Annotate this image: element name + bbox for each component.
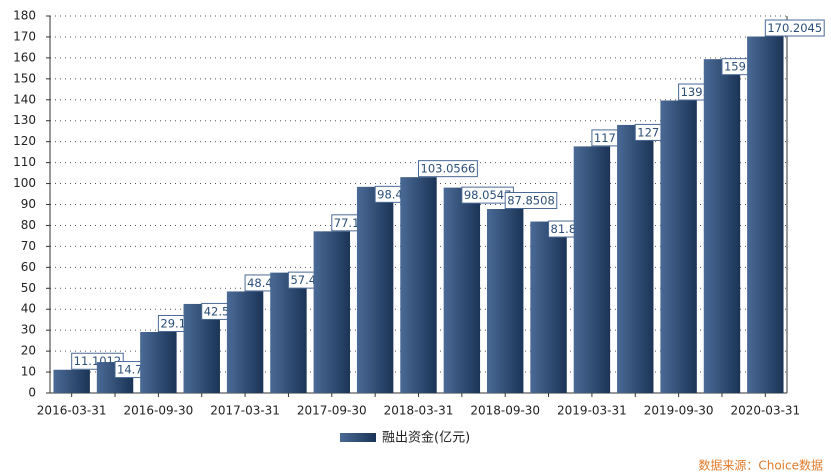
value-label: 98.0547 <box>464 188 512 202</box>
x-tick-label: 2020-03-31 <box>730 404 800 418</box>
bar <box>226 291 264 393</box>
value-label-box <box>764 19 825 37</box>
bar <box>530 221 567 393</box>
y-tick-label: 0 <box>28 386 36 400</box>
y-tick-label: 150 <box>13 71 36 85</box>
value-label: 103.0566 <box>421 162 476 176</box>
bar <box>660 100 697 394</box>
y-tick-label: 10 <box>21 365 36 379</box>
y-tick-label: 110 <box>13 155 36 169</box>
y-tick-label: 170 <box>13 29 36 43</box>
y-tick-label: 160 <box>13 50 36 64</box>
x-tick-label: 2017-09-30 <box>297 404 367 418</box>
x-tick-label: 2018-09-30 <box>470 404 540 418</box>
x-tick-label: 2016-09-30 <box>124 404 194 418</box>
y-tick-label: 80 <box>21 218 36 232</box>
source-note: 数据来源：Choice数据 <box>698 458 823 473</box>
bar <box>356 186 394 393</box>
bar <box>140 331 177 393</box>
y-tick-label: 140 <box>13 92 36 106</box>
y-tick-label: 130 <box>13 113 36 127</box>
y-tick-label: 30 <box>21 323 36 337</box>
x-tick-label: 2018-03-31 <box>384 404 454 418</box>
bar <box>400 177 437 393</box>
bar <box>617 124 654 394</box>
bar <box>703 59 741 394</box>
y-tick-label: 180 <box>13 9 36 23</box>
legend-swatch <box>340 433 376 442</box>
bar <box>573 146 611 393</box>
x-tick-label: 2019-09-30 <box>644 404 714 418</box>
y-tick-label: 100 <box>13 176 36 190</box>
value-label: 170.2045 <box>767 21 822 35</box>
y-tick-label: 70 <box>21 239 36 253</box>
value-label: 87.8508 <box>507 194 555 208</box>
bar <box>270 272 307 393</box>
x-tick-label: 2017-03-31 <box>210 404 280 418</box>
bar <box>313 231 351 393</box>
bar <box>747 36 784 393</box>
value-label-box <box>418 160 478 178</box>
y-tick-label: 50 <box>21 281 36 295</box>
bar <box>443 187 481 393</box>
y-tick-label: 90 <box>21 197 36 211</box>
y-tick-label: 60 <box>21 260 36 274</box>
y-tick-label: 40 <box>21 302 36 316</box>
x-tick-label: 2019-03-31 <box>557 404 627 418</box>
value-label-box <box>504 192 558 210</box>
legend-label: 融出资金(亿元) <box>382 430 470 446</box>
y-tick-label: 120 <box>13 134 36 148</box>
y-tick-label: 20 <box>21 344 36 358</box>
x-tick-label: 2016-03-31 <box>37 404 107 418</box>
bar <box>53 369 90 393</box>
bar <box>486 209 524 393</box>
